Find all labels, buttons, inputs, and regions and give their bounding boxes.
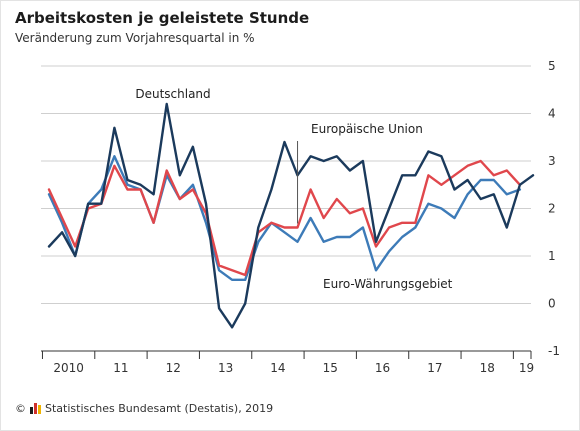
source-text: Statistisches Bundesamt (Destatis), 2019 (45, 402, 274, 415)
x-tick-label: 2010 (53, 361, 84, 375)
x-tick-label: 15 (323, 361, 338, 375)
chart-title: Arbeitskosten je geleistete Stunde (15, 9, 310, 27)
chart-subtitle: Veränderung zum Vorjahresquartal in % (15, 31, 255, 45)
x-tick-label: 14 (270, 361, 285, 375)
y-tick-label: 5 (548, 59, 556, 73)
series-line-deutschland (47, 102, 535, 329)
copyright-symbol: © (15, 402, 26, 415)
x-tick-label: 18 (480, 361, 495, 375)
x-tick-label: 11 (113, 361, 128, 375)
y-tick-label: 4 (548, 107, 556, 121)
x-tick-label: 13 (218, 361, 233, 375)
y-tick-label: 0 (548, 297, 556, 311)
x-tick-label: 19 (519, 361, 534, 375)
y-tick-label: 2 (548, 202, 556, 216)
series-label-deutschland: Deutschland (135, 87, 210, 101)
destatis-flag-icon (30, 403, 41, 414)
x-tick-label: 16 (375, 361, 390, 375)
y-tick-label: 3 (548, 154, 556, 168)
series-label-euro: Euro-Währungsgebiet (323, 277, 453, 291)
source-line: © Statistisches Bundesamt (Destatis), 20… (15, 402, 273, 415)
y-tick-label: -1 (548, 344, 560, 358)
x-tick-label: 17 (427, 361, 442, 375)
series-label-eu: Europäische Union (311, 122, 423, 136)
series-line-euro (47, 155, 522, 281)
series-line-eu (47, 159, 522, 277)
y-tick-label: 1 (548, 249, 556, 263)
x-tick-label: 12 (166, 361, 181, 375)
